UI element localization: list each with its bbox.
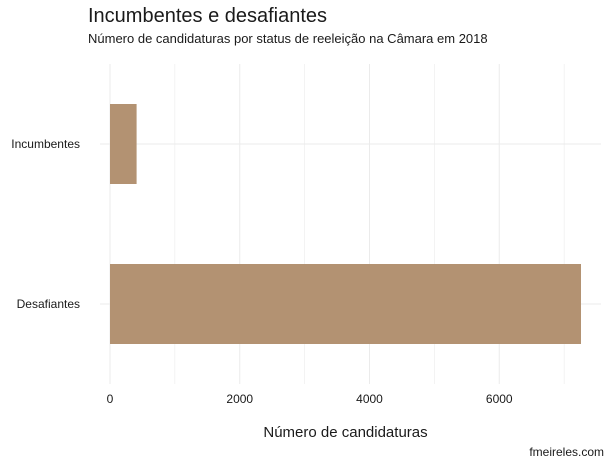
bar-incumbentes — [110, 104, 137, 184]
bars — [110, 104, 581, 344]
y-tick-label: Desafiantes — [17, 297, 80, 311]
chart-subtitle: Número de candidaturas por status de ree… — [88, 31, 488, 46]
x-tick-label: 6000 — [486, 392, 513, 406]
y-tick-labels: Incumbentes Desafiantes — [11, 137, 80, 311]
x-tick-labels: 0 2000 4000 6000 — [107, 392, 513, 406]
bar-desafiantes — [110, 264, 581, 344]
chart-title: Incumbentes e desafiantes — [88, 5, 328, 27]
caption: fmeireles.com — [529, 445, 604, 459]
x-tick-label: 2000 — [226, 392, 253, 406]
x-tick-label: 0 — [107, 392, 114, 406]
x-tick-label: 4000 — [356, 392, 383, 406]
y-tick-label: Incumbentes — [11, 137, 80, 151]
x-axis-title: Número de candidaturas — [263, 424, 428, 441]
